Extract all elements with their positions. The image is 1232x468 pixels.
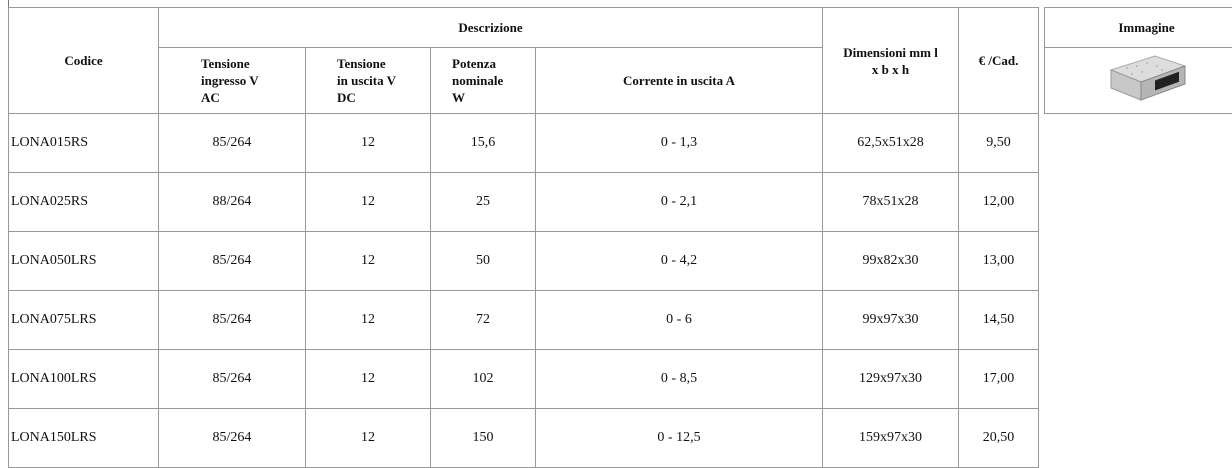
- input-voltage: 85/264: [159, 114, 306, 173]
- product-table: Codice Descrizione Dimensioni mm l x b x…: [8, 7, 1232, 468]
- output-current: 0 - 6: [536, 291, 823, 350]
- header-text: Dimensioni mm l x b x h: [843, 44, 939, 78]
- code: LONA050LRS: [9, 232, 159, 291]
- price: 12,00: [959, 173, 1039, 232]
- code: LONA025RS: [9, 173, 159, 232]
- output-voltage: 12: [306, 291, 431, 350]
- price: 14,50: [959, 291, 1039, 350]
- output-current: 0 - 1,3: [536, 114, 823, 173]
- power: 72: [431, 291, 536, 350]
- header-sub: Tensione ingresso V AC: [159, 48, 306, 114]
- input-voltage: 85/264: [159, 232, 306, 291]
- input-voltage: 85/264: [159, 350, 306, 409]
- dimensions: 78x51x28: [823, 173, 959, 232]
- page: Codice Descrizione Dimensioni mm l x b x…: [0, 0, 1232, 457]
- output-current: 0 - 4,2: [536, 232, 823, 291]
- code: LONA100LRS: [9, 350, 159, 409]
- header-image: Immagine: [1045, 8, 1232, 48]
- output-voltage: 12: [306, 173, 431, 232]
- dimensions: 99x97x30: [823, 291, 959, 350]
- output-voltage: 12: [306, 232, 431, 291]
- price: 13,00: [959, 232, 1039, 291]
- output-voltage: 12: [306, 409, 431, 468]
- output-voltage: 12: [306, 350, 431, 409]
- price: 9,50: [959, 114, 1039, 173]
- header-sub: Tensione in uscita V DC: [306, 48, 431, 114]
- header-text: Potenza nominale W: [452, 55, 514, 106]
- power: 50: [431, 232, 536, 291]
- dimensions: 99x82x30: [823, 232, 959, 291]
- header-dimensions: Dimensioni mm l x b x h: [823, 8, 959, 114]
- header-code: Codice: [9, 8, 159, 114]
- output-current: 0 - 12,5: [536, 409, 823, 468]
- output-voltage: 12: [306, 114, 431, 173]
- input-voltage: 88/264: [159, 173, 306, 232]
- code: LONA150LRS: [9, 409, 159, 468]
- header-price: € /Cad.: [959, 8, 1039, 114]
- header-description: Descrizione: [159, 8, 823, 48]
- power: 102: [431, 350, 536, 409]
- header-sub: Corrente in uscita A: [536, 48, 823, 114]
- code: LONA075LRS: [9, 291, 159, 350]
- dimensions: 62,5x51x28: [823, 114, 959, 173]
- power: 15,6: [431, 114, 536, 173]
- power: 25: [431, 173, 536, 232]
- dimensions: 129x97x30: [823, 350, 959, 409]
- power: 150: [431, 409, 536, 468]
- code: LONA015RS: [9, 114, 159, 173]
- product-image-cell: [1045, 48, 1232, 114]
- input-voltage: 85/264: [159, 291, 306, 350]
- header-text: Tensione ingresso V AC: [201, 55, 263, 106]
- price: 17,00: [959, 350, 1039, 409]
- output-current: 0 - 8,5: [536, 350, 823, 409]
- product-image: [1107, 48, 1187, 108]
- dimensions: 159x97x30: [823, 409, 959, 468]
- output-current: 0 - 2,1: [536, 173, 823, 232]
- header-sub: Potenza nominale W: [431, 48, 536, 114]
- input-voltage: 85/264: [159, 409, 306, 468]
- price: 20,50: [959, 409, 1039, 468]
- header-text: Tensione in uscita V DC: [337, 55, 399, 106]
